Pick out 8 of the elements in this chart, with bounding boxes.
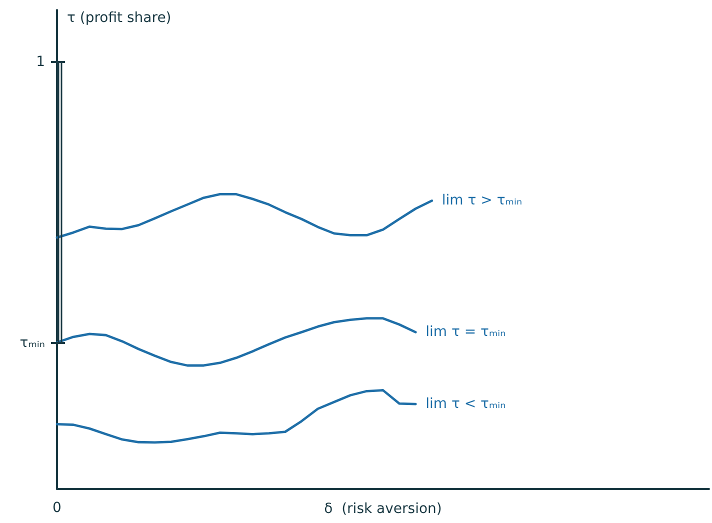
series-label: lim τ < τₘᵢₙ — [426, 396, 506, 412]
x-axis-title: δ (risk aversion) — [324, 500, 442, 517]
text: 0 — [52, 500, 62, 516]
text: τₘᵢₙ — [20, 335, 45, 351]
text: 1 — [36, 54, 45, 70]
text: τ (profit share) — [67, 10, 172, 26]
series-label: lim τ > τₘᵢₙ — [442, 192, 522, 209]
series-label: lim τ = τₘᵢₙ — [426, 324, 506, 340]
